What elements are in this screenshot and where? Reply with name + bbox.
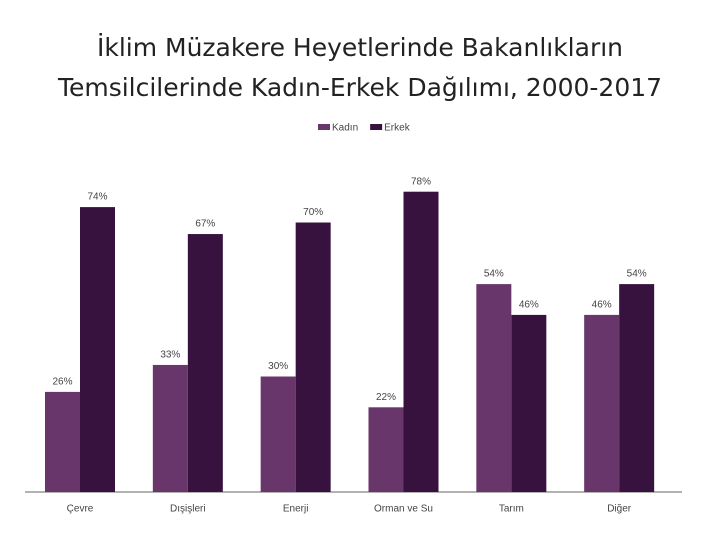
data-label: 70% — [303, 207, 323, 218]
legend-label: Erkek — [384, 123, 411, 134]
x-tick-label: Tarım — [499, 504, 524, 515]
x-tick-label: Çevre — [67, 504, 94, 515]
x-tick-label: Dışişleri — [170, 504, 206, 515]
bar — [260, 376, 296, 492]
data-label: 33% — [160, 350, 180, 361]
legend-label: Kadın — [332, 123, 358, 134]
data-label: 67% — [195, 219, 215, 230]
bar — [295, 222, 331, 492]
data-label: 30% — [268, 361, 288, 372]
data-label: 46% — [519, 300, 539, 311]
data-label: 78% — [411, 176, 431, 187]
bar — [511, 314, 547, 492]
data-label: 54% — [627, 269, 647, 280]
data-label: 22% — [376, 392, 396, 403]
bar — [584, 314, 620, 492]
x-tick-label: Diğer — [607, 504, 632, 515]
bar — [403, 191, 439, 492]
data-label: 46% — [592, 300, 612, 311]
legend-swatch — [370, 124, 383, 130]
data-label: 74% — [87, 192, 107, 203]
bar — [45, 391, 80, 492]
bar — [368, 407, 404, 492]
data-label: 54% — [484, 269, 504, 280]
legend-swatch — [318, 124, 330, 130]
chart-title: İklim Müzakere Heyetlerinde Bakanlıkları… — [57, 33, 663, 102]
bar — [80, 207, 115, 492]
x-tick-label: Enerji — [283, 504, 309, 515]
bar — [187, 234, 223, 493]
bar — [619, 284, 655, 492]
bar — [476, 284, 512, 492]
x-tick-label: Orman ve Su — [374, 504, 433, 515]
data-label: 26% — [52, 377, 72, 388]
bar — [152, 364, 188, 492]
